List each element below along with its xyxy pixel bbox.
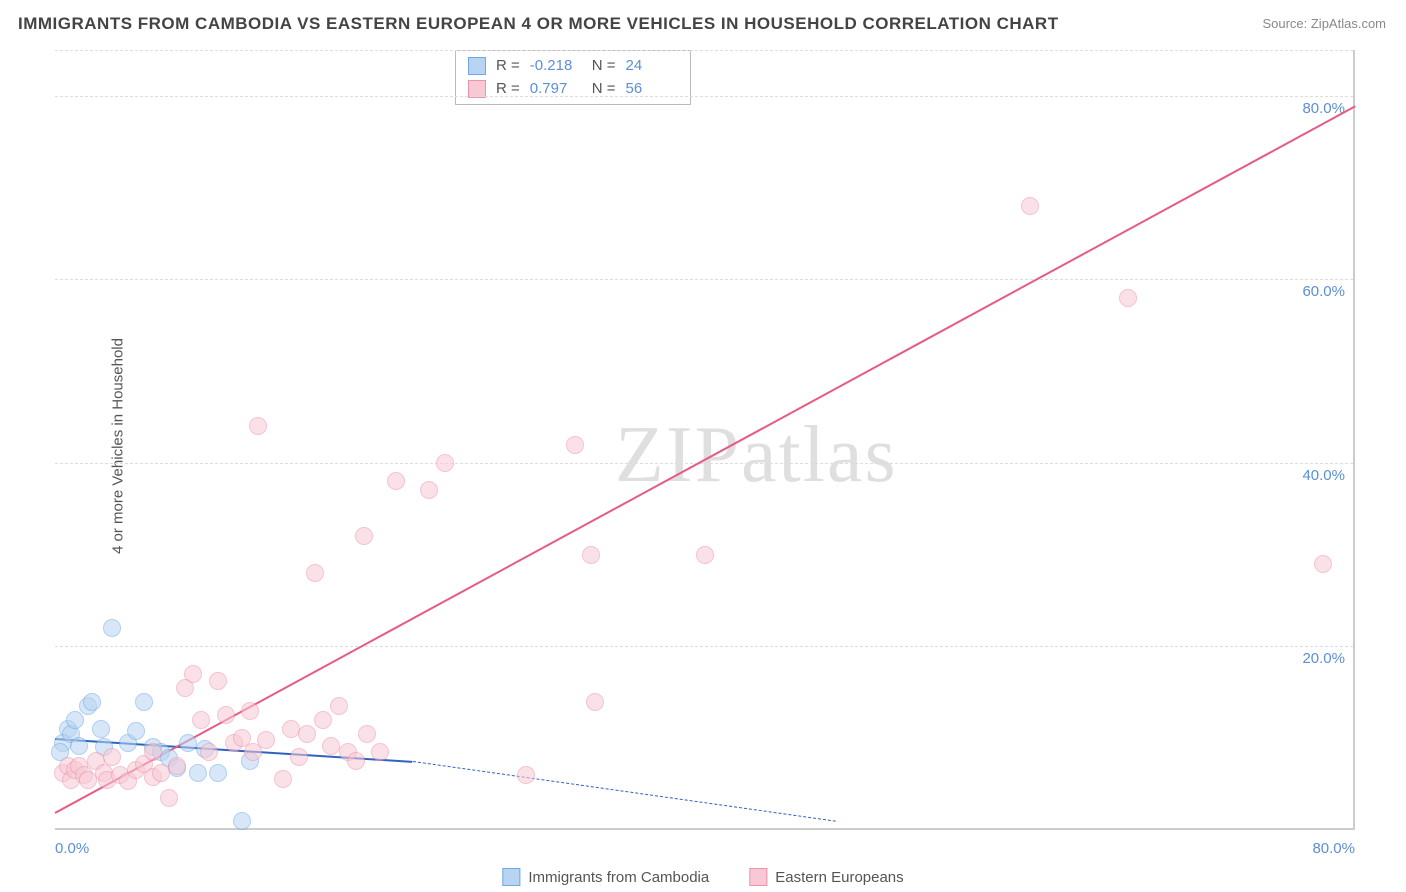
data-point-cambodian bbox=[233, 812, 251, 830]
y-tick-label: 20.0% bbox=[1302, 650, 1345, 667]
data-point-eastern_european bbox=[330, 697, 348, 715]
data-point-eastern_european bbox=[358, 725, 376, 743]
data-point-cambodian bbox=[209, 764, 227, 782]
data-point-eastern_european bbox=[168, 757, 186, 775]
data-point-cambodian bbox=[189, 764, 207, 782]
data-point-cambodian bbox=[135, 693, 153, 711]
data-point-eastern_european bbox=[696, 546, 714, 564]
data-point-eastern_european bbox=[586, 693, 604, 711]
stats-row: R = -0.218 N = 24 bbox=[468, 55, 678, 78]
series-swatch bbox=[468, 57, 486, 75]
data-point-eastern_european bbox=[249, 417, 267, 435]
data-point-eastern_european bbox=[274, 770, 292, 788]
watermark: ZIPatlas bbox=[615, 410, 898, 501]
data-point-eastern_european bbox=[144, 743, 162, 761]
data-point-eastern_european bbox=[420, 481, 438, 499]
data-point-eastern_european bbox=[517, 766, 535, 784]
data-point-eastern_european bbox=[314, 711, 332, 729]
data-point-cambodian bbox=[92, 720, 110, 738]
legend-swatch bbox=[749, 868, 767, 886]
scatter-plot: R =-0.218N =24R =0.797N =56 ZIPatlas 20.… bbox=[55, 50, 1355, 830]
y-tick-label: 60.0% bbox=[1302, 283, 1345, 300]
page-title: IMMIGRANTS FROM CAMBODIA VS EASTERN EURO… bbox=[18, 14, 1059, 34]
data-point-eastern_european bbox=[257, 731, 275, 749]
data-point-eastern_european bbox=[1119, 289, 1137, 307]
data-point-eastern_european bbox=[306, 564, 324, 582]
watermark-zip: ZIP bbox=[615, 411, 741, 499]
data-point-cambodian bbox=[103, 619, 121, 637]
n-label: N = bbox=[592, 55, 616, 78]
data-point-eastern_european bbox=[298, 725, 316, 743]
gridline bbox=[55, 646, 1353, 647]
gridline bbox=[55, 96, 1353, 97]
source-label: Source: ZipAtlas.com bbox=[1262, 16, 1386, 31]
x-tick-label: 80.0% bbox=[1312, 840, 1355, 857]
data-point-cambodian bbox=[127, 722, 145, 740]
data-point-eastern_european bbox=[184, 665, 202, 683]
legend-label: Eastern Europeans bbox=[775, 869, 903, 886]
data-point-eastern_european bbox=[192, 711, 210, 729]
r-value: -0.218 bbox=[530, 55, 582, 78]
data-point-eastern_european bbox=[103, 748, 121, 766]
data-point-cambodian bbox=[66, 711, 84, 729]
legend-item: Eastern Europeans bbox=[749, 868, 903, 886]
y-tick-label: 40.0% bbox=[1302, 467, 1345, 484]
data-point-eastern_european bbox=[347, 752, 365, 770]
legend-swatch bbox=[502, 868, 520, 886]
gridline bbox=[55, 463, 1353, 464]
data-point-eastern_european bbox=[241, 702, 259, 720]
data-point-eastern_european bbox=[387, 472, 405, 490]
data-point-eastern_european bbox=[1021, 197, 1039, 215]
gridline bbox=[55, 279, 1353, 280]
data-point-eastern_european bbox=[290, 748, 308, 766]
x-tick-label: 0.0% bbox=[55, 840, 89, 857]
trend-line-dashed bbox=[412, 761, 835, 822]
legend-label: Immigrants from Cambodia bbox=[528, 869, 709, 886]
data-point-eastern_european bbox=[282, 720, 300, 738]
data-point-eastern_european bbox=[582, 546, 600, 564]
data-point-eastern_european bbox=[200, 743, 218, 761]
data-point-eastern_european bbox=[566, 436, 584, 454]
legend-bottom: Immigrants from Cambodia Eastern European… bbox=[502, 868, 903, 886]
data-point-eastern_european bbox=[355, 527, 373, 545]
data-point-eastern_european bbox=[160, 789, 178, 807]
legend-item: Immigrants from Cambodia bbox=[502, 868, 709, 886]
data-point-eastern_european bbox=[152, 764, 170, 782]
data-point-eastern_european bbox=[217, 706, 235, 724]
data-point-eastern_european bbox=[436, 454, 454, 472]
r-label: R = bbox=[496, 55, 520, 78]
gridline bbox=[55, 50, 1353, 51]
data-point-eastern_european bbox=[371, 743, 389, 761]
data-point-cambodian bbox=[83, 693, 101, 711]
n-value: 24 bbox=[626, 55, 678, 78]
watermark-atlas: atlas bbox=[741, 411, 898, 499]
data-point-cambodian bbox=[70, 737, 88, 755]
data-point-eastern_european bbox=[209, 672, 227, 690]
data-point-eastern_european bbox=[1314, 555, 1332, 573]
